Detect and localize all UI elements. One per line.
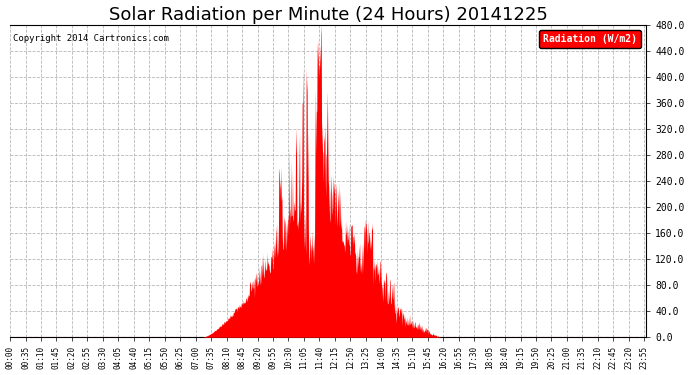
Title: Solar Radiation per Minute (24 Hours) 20141225: Solar Radiation per Minute (24 Hours) 20… [108,6,547,24]
Legend: Radiation (W/m2): Radiation (W/m2) [540,30,641,48]
Text: Copyright 2014 Cartronics.com: Copyright 2014 Cartronics.com [13,34,169,44]
